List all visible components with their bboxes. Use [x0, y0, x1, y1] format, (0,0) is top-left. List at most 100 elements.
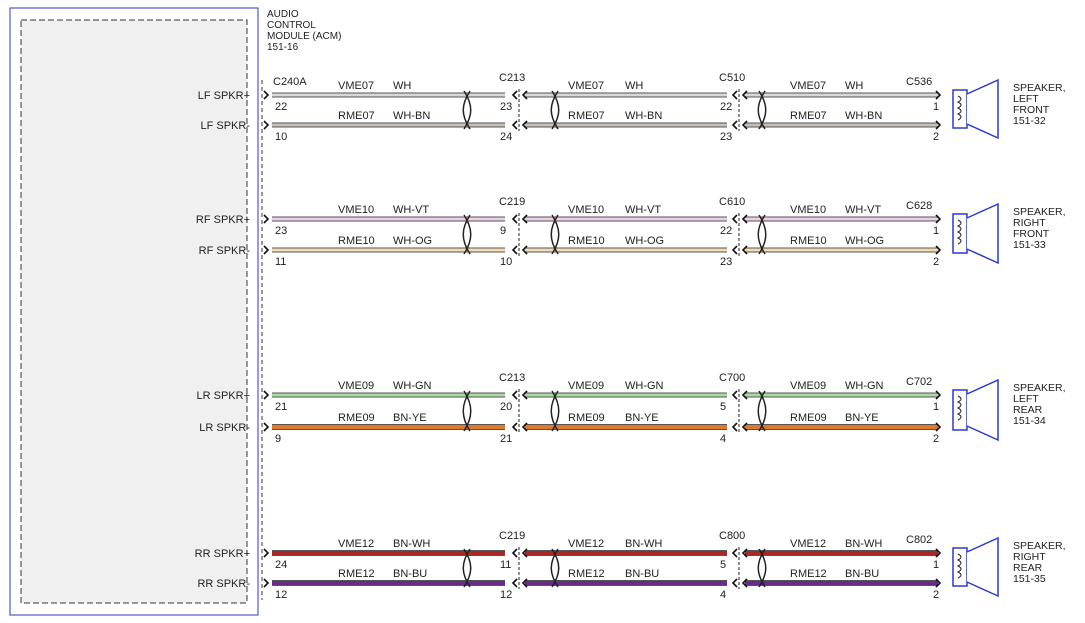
connector-arrow [511, 120, 518, 130]
connector-arrow [741, 214, 748, 224]
pin-number: 23 [720, 256, 732, 268]
terminal-arrow [263, 120, 270, 130]
circuit-label: RME10 [790, 235, 827, 247]
circuit-label: RME12 [790, 568, 827, 580]
connector-arrow [731, 390, 738, 400]
speaker-label: 151-35 [1013, 573, 1046, 585]
pin-number: 5 [720, 401, 726, 413]
connector-name: C802 [906, 534, 932, 546]
pin-number: 12 [275, 589, 287, 601]
connector-arrow [521, 578, 528, 588]
pin-number: 11 [500, 559, 511, 571]
wire-color: BN-YE [393, 412, 427, 424]
pin-number: 22 [275, 101, 287, 113]
pin-number: 2 [933, 589, 939, 601]
speaker-label: 151-32 [1013, 115, 1046, 127]
speaker-coil [956, 553, 962, 579]
terminal-arrow [263, 578, 270, 588]
wire-color: WH-VT [393, 204, 429, 216]
speaker-label: SPEAKER, [1013, 382, 1066, 394]
twist [550, 214, 559, 255]
speaker-label: RIGHT [1013, 551, 1046, 563]
connector-arrow [935, 245, 942, 255]
twist [550, 90, 559, 130]
wire-color: BN-WH [845, 538, 882, 550]
twist [758, 390, 767, 432]
speaker-label: FRONT [1013, 104, 1050, 116]
connector-arrow [935, 120, 942, 130]
terminal-arrow [263, 90, 270, 100]
connector-arrow [935, 390, 942, 400]
connector-name: C702 [906, 376, 932, 388]
wire-color: BN-YE [625, 412, 659, 424]
wire-color: WH-GN [625, 380, 664, 392]
connector-name: C219 [499, 530, 525, 542]
connector-arrow [731, 245, 738, 255]
twist [462, 214, 471, 255]
wire-color: WH-VT [845, 204, 881, 216]
speaker-cone [966, 78, 999, 140]
terminal-arrow [263, 390, 270, 400]
connector-name: C213 [499, 372, 525, 384]
pin-number: 10 [275, 131, 287, 143]
circuit-label: RME09 [790, 412, 827, 424]
circuit-label: VME12 [338, 538, 374, 550]
pin-number: 20 [500, 401, 512, 413]
speaker-label: 151-33 [1013, 239, 1046, 251]
terminal-arrow [263, 422, 270, 432]
pin-number: 24 [500, 131, 512, 143]
connector-arrow [521, 214, 528, 224]
circuit-label: VME12 [568, 538, 604, 550]
connector-arrow [731, 120, 738, 130]
pin-number: 1 [933, 559, 939, 571]
terminal-arrow [263, 245, 270, 255]
pin-number: 23 [275, 225, 287, 237]
circuit-label: VME10 [338, 204, 374, 216]
connector-arrow [741, 548, 748, 558]
twist [758, 90, 767, 130]
pin-number: 1 [933, 101, 939, 113]
twist [757, 548, 766, 588]
connector-arrow [521, 120, 528, 130]
pin-number: 10 [500, 256, 512, 268]
connector-arrow [511, 214, 518, 224]
connector-name: C610 [719, 196, 745, 208]
circuit-label: RME10 [338, 235, 375, 247]
terminal-label: RR SPKR- [197, 578, 250, 590]
twist [551, 548, 560, 588]
twist [551, 390, 560, 432]
connector-name: C219 [499, 196, 525, 208]
terminal-arrow [263, 214, 270, 224]
terminal-label: LF SPKR+ [198, 90, 250, 102]
wire-color: BN-BU [845, 568, 879, 580]
connector-arrow [731, 90, 738, 100]
wire-color: BN-BU [625, 568, 659, 580]
connector-arrow [521, 390, 528, 400]
module-label: AUDIO [267, 9, 299, 20]
twist [550, 390, 559, 432]
speaker-label: SPEAKER, [1013, 206, 1066, 218]
twist [463, 548, 472, 588]
speaker-label: FRONT [1013, 228, 1050, 240]
circuit-label: VME09 [790, 380, 826, 392]
speaker-label: SPEAKER, [1013, 540, 1066, 552]
twist [551, 90, 560, 130]
pin-number: 23 [500, 101, 512, 113]
connector-arrow [731, 422, 738, 432]
pin-number: 22 [720, 225, 732, 237]
wire-color: WH-BN [625, 110, 662, 122]
pin-number: 12 [500, 589, 512, 601]
connector-arrow [521, 245, 528, 255]
connector-arrow [935, 90, 942, 100]
circuit-label: RME10 [568, 235, 605, 247]
connector-arrow [741, 578, 748, 588]
connector-arrow [511, 90, 518, 100]
twist [757, 214, 766, 255]
wire-color: WH [393, 80, 411, 92]
terminal-label: LR SPKR+ [197, 390, 251, 402]
pin-number: 1 [933, 401, 939, 413]
circuit-label: VME10 [790, 204, 826, 216]
circuit-label: RME09 [568, 412, 605, 424]
connector-name: C510 [719, 72, 745, 84]
connector-name: C536 [906, 76, 932, 88]
